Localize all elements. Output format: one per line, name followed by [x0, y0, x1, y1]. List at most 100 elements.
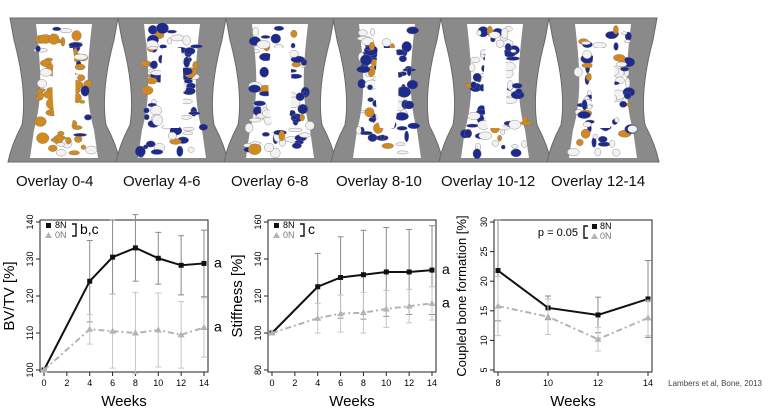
- y-tick-label: 20: [479, 276, 489, 286]
- point-8N: [110, 254, 116, 260]
- overlay-caption-8-10: Overlay 8-10: [336, 173, 422, 190]
- legend-label-8N: 8N: [283, 220, 295, 230]
- bone-image-5: [546, 17, 660, 163]
- point-8N: [645, 296, 651, 302]
- legend-marker-0N: [591, 233, 598, 239]
- point-0N: [40, 366, 48, 373]
- series-line-8N: [497, 269, 649, 316]
- x-axis-label: Weeks: [101, 393, 147, 410]
- bone-overlay-images: [7, 17, 660, 163]
- x-tick-label: 14: [643, 378, 653, 388]
- point-0N: [405, 302, 413, 309]
- x-tick-label: 14: [427, 378, 437, 388]
- legend-label-0N: 0N: [283, 230, 295, 240]
- x-tick-label: 8: [133, 378, 138, 388]
- legend-bracket: [300, 223, 305, 237]
- point-0N: [131, 329, 139, 336]
- x-tick-label: 2: [292, 378, 297, 388]
- y-tick-label: 130: [25, 251, 35, 266]
- significance-label: a: [442, 294, 450, 310]
- point-0N: [594, 335, 602, 342]
- y-tick-label: 110: [25, 326, 35, 340]
- bone-image-3: [330, 17, 444, 163]
- x-tick-label: 0: [41, 378, 46, 388]
- x-tick-label: 4: [87, 378, 92, 388]
- x-axis-label: Weeks: [329, 393, 375, 410]
- point-0N: [337, 310, 345, 317]
- p-value-label: p = 0.05: [538, 227, 578, 239]
- x-tick-label: 8: [361, 378, 366, 388]
- overlay-caption-10-12: Overlay 10-12: [441, 173, 536, 190]
- y-tick-label: 100: [253, 325, 263, 340]
- plot-frame: [39, 219, 209, 373]
- significance-label: a: [214, 254, 222, 270]
- point-8N: [383, 269, 389, 275]
- point-0N: [314, 314, 322, 321]
- coupled-formation-chart: 5 10 15 20 25 30 8 10 12 14 Weeks Coupled bone form…: [454, 215, 653, 410]
- overlay-caption-4-6: Overlay 4-6: [123, 173, 201, 190]
- significance-label: a: [214, 318, 222, 334]
- point-0N: [268, 329, 276, 336]
- x-tick-label: 0: [269, 378, 274, 388]
- y-tick-label: 120: [253, 288, 263, 303]
- point-8N: [178, 262, 184, 268]
- y-axis-label: BV/TV [%]: [1, 261, 18, 330]
- legend-bracket-label: c: [308, 221, 315, 237]
- plot-frame: [493, 219, 653, 373]
- legend-bracket: [583, 225, 588, 239]
- y-tick-label: 100: [25, 362, 35, 377]
- point-0N: [109, 327, 117, 334]
- point-8N: [360, 272, 366, 278]
- point-8N: [315, 284, 321, 290]
- series-line-8N: [271, 269, 433, 334]
- legend-bracket-label: b,c: [80, 221, 99, 237]
- significance-label: a: [442, 261, 450, 277]
- point-0N: [359, 309, 367, 316]
- overlay-caption-6-8: Overlay 6-8: [231, 173, 309, 190]
- point-0N: [644, 314, 652, 321]
- bone-image-4: [438, 17, 552, 163]
- legend-label-0N: 0N: [55, 230, 67, 240]
- legend-marker-8N: [274, 223, 279, 228]
- y-tick-label: 10: [479, 335, 489, 345]
- y-tick-label: 30: [479, 217, 489, 227]
- point-0N: [200, 323, 208, 330]
- point-0N: [428, 299, 436, 306]
- y-tick-label: 15: [479, 306, 489, 316]
- legend-label-0N: 0N: [600, 231, 612, 241]
- x-tick-label: 4: [315, 378, 320, 388]
- bvtv-chart: 100 110 120 130 140 0 2 4 6 8 10 12 14 Weeks BV/TV [%]…: [1, 214, 222, 410]
- y-tick-label: 160: [253, 214, 263, 229]
- point-8N: [429, 267, 435, 273]
- point-0N: [86, 325, 94, 332]
- x-tick-label: 10: [153, 378, 163, 388]
- plot-frame: [267, 219, 437, 373]
- x-tick-label: 12: [593, 378, 603, 388]
- x-tick-label: 12: [404, 378, 414, 388]
- x-tick-label: 8: [495, 378, 500, 388]
- citation-credit: Lambers et al, Bone, 2013: [668, 379, 762, 388]
- bone-image-2: [223, 17, 337, 163]
- legend-marker-0N: [45, 232, 52, 238]
- stiffness-chart: 80 100 120 140 160 0 2 4 6 8 10 12 14 Weeks Stiffness …: [229, 214, 450, 410]
- x-axis-label: Weeks: [550, 393, 596, 410]
- point-8N: [87, 278, 93, 284]
- point-0N: [177, 331, 185, 338]
- x-tick-label: 10: [381, 378, 391, 388]
- point-8N: [595, 312, 601, 318]
- point-8N: [338, 275, 344, 280]
- y-tick-label: 140: [253, 251, 263, 266]
- legend-marker-0N: [273, 232, 280, 238]
- y-axis-label: Coupled bone formation [%]: [454, 215, 469, 376]
- y-tick-label: 25: [479, 247, 489, 257]
- legend-marker-8N: [592, 224, 597, 229]
- legend-label-8N: 8N: [600, 221, 612, 231]
- point-8N: [201, 260, 207, 266]
- bone-image-1: [115, 17, 229, 163]
- y-tick-label: 120: [25, 288, 35, 303]
- x-tick-label: 2: [64, 378, 69, 388]
- point-0N: [544, 313, 552, 320]
- point-8N: [495, 268, 501, 274]
- legend-bracket: [72, 223, 77, 237]
- point-8N: [155, 255, 161, 261]
